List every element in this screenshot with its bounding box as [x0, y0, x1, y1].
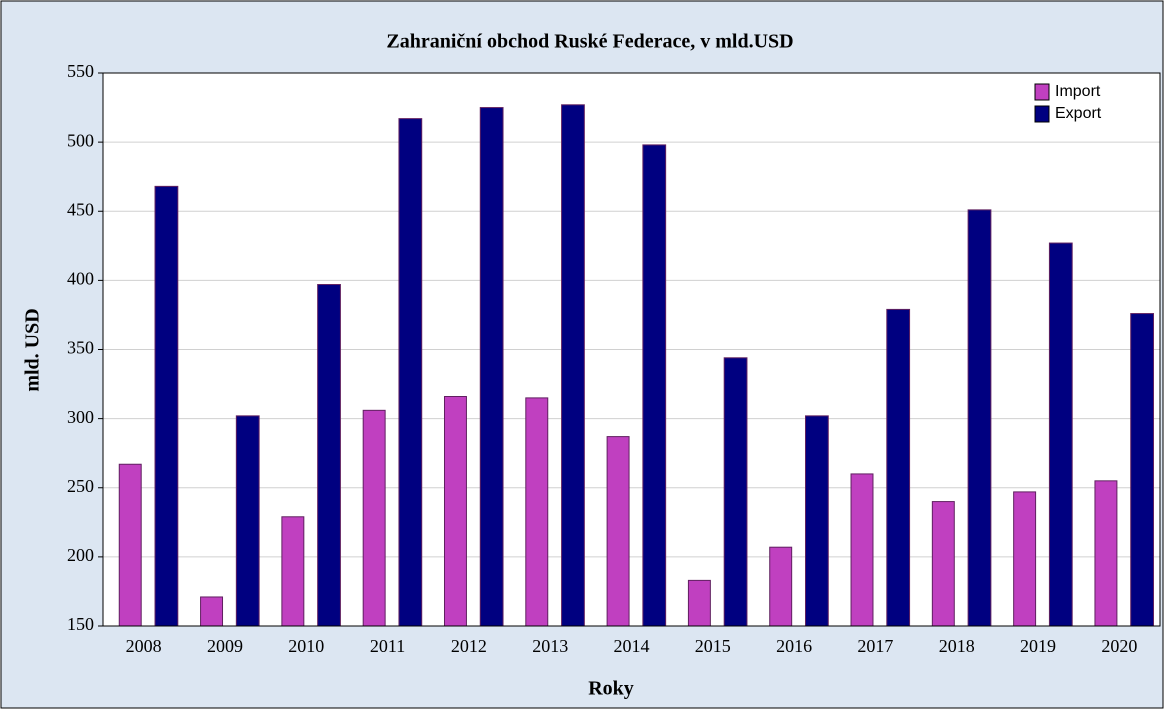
legend-label: Export: [1055, 105, 1102, 122]
y-tick-label: 550: [67, 61, 94, 81]
y-tick-label: 350: [67, 338, 94, 358]
bar: [1130, 313, 1154, 627]
bar: [1094, 480, 1118, 627]
x-tick-label: 2012: [451, 636, 487, 656]
bar: [443, 396, 467, 627]
x-tick-label: 2011: [370, 636, 405, 656]
plot-frame: [102, 72, 1161, 627]
y-tick-label: 400: [67, 269, 94, 289]
bar: [723, 357, 748, 627]
bar: [642, 144, 667, 627]
y-axis-label: mld. USD: [22, 308, 44, 391]
y-tick-label: 500: [67, 130, 94, 150]
bar: [118, 463, 142, 627]
x-tick-label: 2018: [939, 636, 975, 656]
bar: [154, 185, 179, 627]
bar: [804, 415, 829, 627]
x-tick-label: 2019: [1020, 636, 1056, 656]
bar: [850, 473, 874, 627]
x-tick-label: 2020: [1101, 636, 1137, 656]
bar: [967, 209, 992, 627]
bar: [606, 436, 630, 627]
bar: [235, 415, 260, 627]
chart-title: Zahraniční obchod Ruské Federace, v mld.…: [386, 31, 793, 53]
y-tick-label: 250: [67, 476, 94, 496]
bar: [525, 397, 549, 627]
x-tick-label: 2017: [857, 636, 893, 656]
bar: [317, 284, 341, 627]
y-tick-label: 450: [67, 199, 94, 219]
y-tick-label: 300: [67, 407, 94, 427]
bar: [362, 409, 386, 627]
bar: [931, 501, 955, 627]
x-tick-label: 2013: [532, 636, 568, 656]
legend-label: Import: [1055, 83, 1101, 100]
bar: [398, 118, 423, 627]
x-tick-label: 2015: [695, 636, 731, 656]
y-tick-label: 150: [67, 614, 94, 634]
x-tick-label: 2010: [288, 636, 324, 656]
bar: [281, 516, 305, 627]
bar: [769, 546, 793, 627]
x-tick-label: 2008: [126, 636, 162, 656]
bar: [1013, 491, 1037, 627]
x-tick-label: 2009: [207, 636, 243, 656]
bar: [687, 579, 711, 627]
x-axis-label: Roky: [588, 678, 634, 700]
legend-swatch: [1034, 83, 1050, 101]
bar: [561, 104, 585, 627]
bar: [886, 308, 911, 627]
legend-swatch: [1034, 105, 1050, 123]
y-tick-label: 200: [67, 545, 94, 565]
x-tick-label: 2014: [614, 636, 650, 656]
bar: [1048, 242, 1073, 627]
bar: [200, 596, 224, 627]
bar: [479, 107, 504, 627]
x-tick-label: 2016: [776, 636, 812, 656]
